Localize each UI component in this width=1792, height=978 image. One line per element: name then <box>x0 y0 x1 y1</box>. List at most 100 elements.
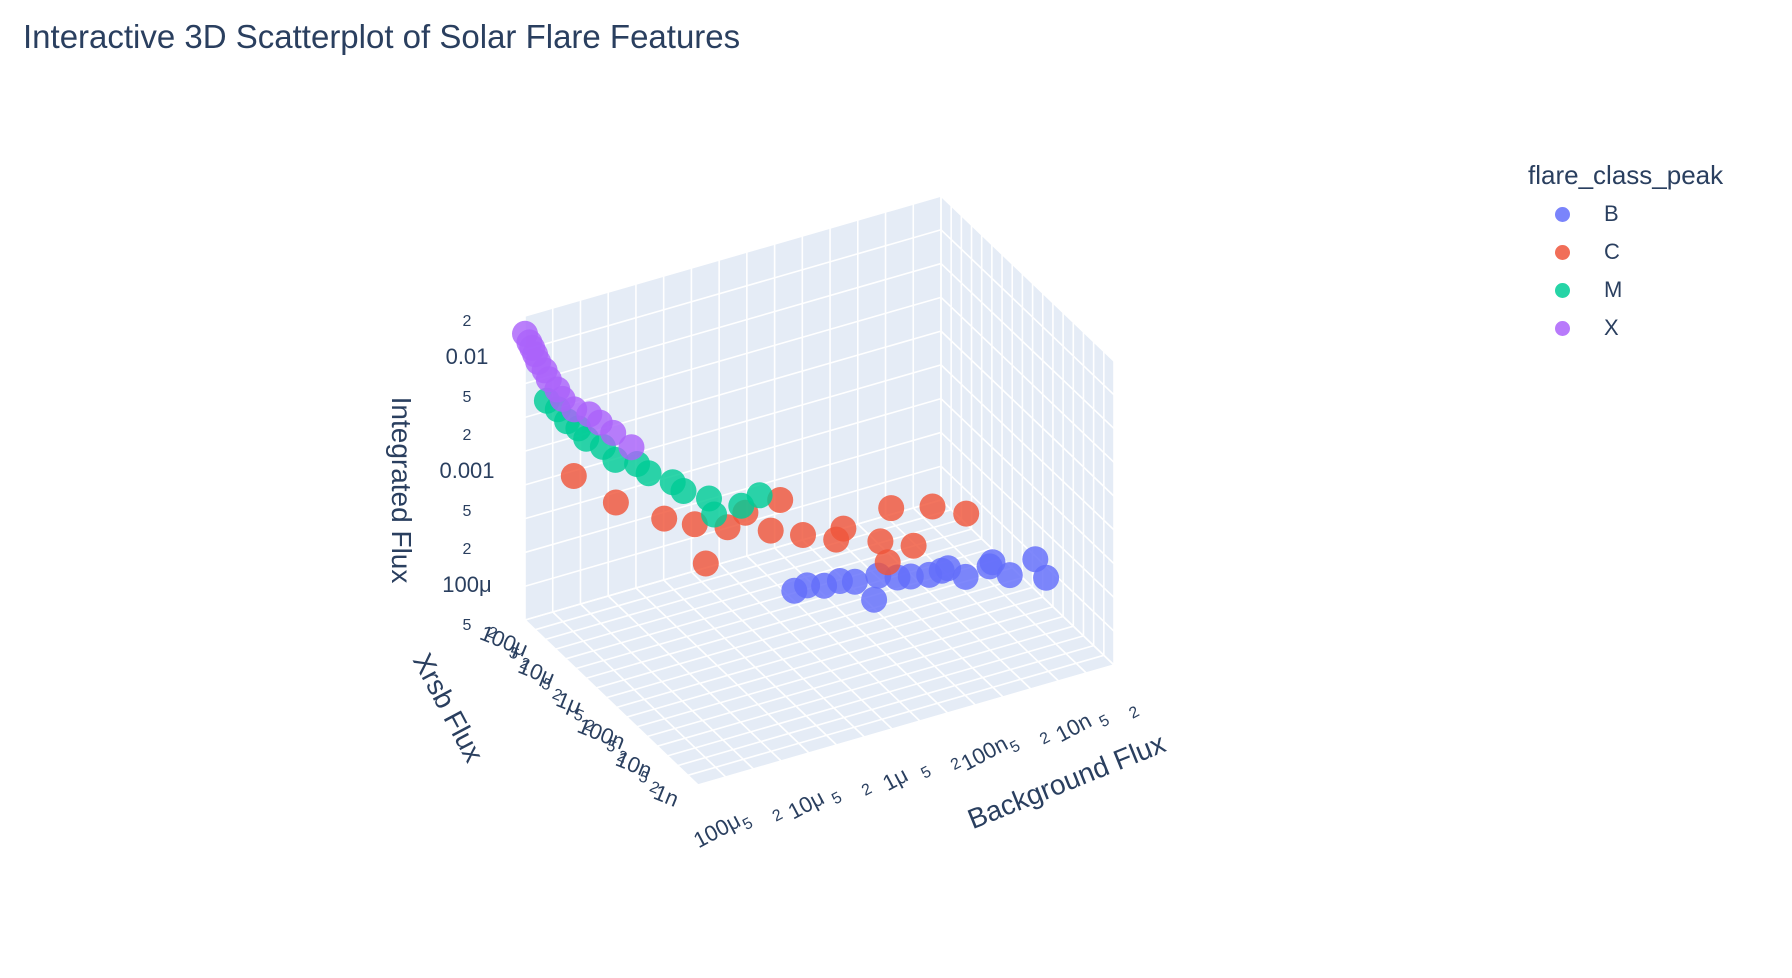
grid-line-z-side <box>940 296 1115 463</box>
legend-label: C <box>1604 239 1620 264</box>
legend-swatch <box>1555 320 1570 336</box>
grid-line-y-floor <box>697 664 1115 786</box>
grid-line-z-side <box>940 195 1115 362</box>
data-point-x <box>549 385 576 412</box>
data-point-b <box>897 563 924 590</box>
grid-line-z-back <box>524 229 942 351</box>
data-point-c <box>878 495 905 522</box>
grid-line-z-back <box>524 364 942 486</box>
legend-label: B <box>1604 201 1619 226</box>
data-points <box>512 320 1060 613</box>
data-point-m <box>659 469 686 496</box>
y-tick-label: 100μ <box>477 620 532 662</box>
z-axis-title: Integrated Flux <box>386 397 417 584</box>
data-point-c <box>867 528 894 555</box>
grid-line-y-floor <box>657 625 1074 747</box>
grid-line-z-side <box>940 229 1115 396</box>
grid-line-x-floor <box>635 587 810 754</box>
data-point-c <box>681 511 708 538</box>
data-point-x <box>519 334 546 361</box>
grid-line-x-floor <box>663 579 838 746</box>
x-tick-label: 1μ <box>878 762 912 796</box>
grid-line-z-side <box>940 431 1115 599</box>
grid-line-y-floor <box>565 538 982 660</box>
data-point-c <box>790 522 816 548</box>
y-tick-label: 100n <box>574 713 629 755</box>
z-tick-label: 5 <box>463 503 472 520</box>
grid-line-z-side <box>940 330 1115 497</box>
grid-line-y-floor <box>616 586 1033 709</box>
legend-item-b[interactable]: B <box>1528 195 1723 233</box>
grid-line-x-floor <box>579 603 755 770</box>
z-tick-label: 0.01 <box>446 344 489 369</box>
grid-line-y-floor <box>636 605 1054 728</box>
grid-line-z-back <box>524 499 942 621</box>
x-tick-label: 100μ <box>689 808 744 853</box>
grid-line-x-floor <box>552 611 727 778</box>
axis-panes <box>525 196 1114 785</box>
legend-swatch <box>1555 282 1570 298</box>
x-tick-label: 100n <box>957 731 1012 776</box>
chart-title: Interactive 3D Scatterplot of Solar Flar… <box>23 18 741 55</box>
grid-line-x-floor <box>690 571 865 738</box>
grid-line-x-floor <box>607 595 782 762</box>
data-point-b <box>861 586 888 613</box>
grid-line-x-floor <box>746 555 921 722</box>
data-point-c <box>830 515 857 542</box>
grid-line-y-floor <box>646 615 1064 738</box>
x-tick-label: 5 <box>1097 712 1113 731</box>
data-point-c <box>953 500 980 527</box>
data-point-b <box>935 555 962 582</box>
grid-line-z-side <box>940 364 1115 531</box>
side-pane <box>941 196 1114 665</box>
data-point-b <box>826 568 853 594</box>
grid-line-z-back <box>524 431 942 554</box>
data-point-c <box>919 493 946 520</box>
x-tick-label: 2 <box>859 780 875 799</box>
grid-line-z-back <box>524 195 942 317</box>
grid-line-z-side <box>940 398 1115 565</box>
grid-line-x-floor <box>912 507 1087 674</box>
z-tick-label: 5 <box>463 389 472 406</box>
grid-line-y-floor <box>596 567 1013 689</box>
grid-line-z-back <box>524 262 942 385</box>
legend-label: M <box>1604 277 1623 302</box>
z-tick-label: 2 <box>463 541 472 558</box>
z-tick-label: 2 <box>463 313 472 330</box>
grid-line-y-floor <box>677 644 1094 767</box>
grid-line-z-side <box>940 262 1115 430</box>
data-point-m <box>746 482 773 509</box>
legend-item-m[interactable]: M <box>1528 271 1723 309</box>
legend-item-x[interactable]: X <box>1528 309 1723 347</box>
data-point-m <box>701 501 728 528</box>
back-pane <box>525 196 941 620</box>
legend-item-c[interactable]: C <box>1528 233 1723 271</box>
y-axis-title: Xrsb Flux <box>407 648 490 767</box>
legend-title: flare_class_peak <box>1528 160 1724 190</box>
data-point-b <box>794 572 821 599</box>
legend-swatch <box>1555 244 1570 260</box>
grid-line-x-floor <box>524 619 699 786</box>
grid-line-x-floor <box>718 563 893 730</box>
data-point-x <box>618 434 645 461</box>
data-point-c <box>874 549 901 576</box>
z-tick-label: 100μ <box>442 572 491 597</box>
grid-line-y-floor <box>667 635 1084 757</box>
grid-line-z-back <box>524 397 942 520</box>
data-point-c <box>602 489 629 516</box>
legend-label: X <box>1604 315 1619 340</box>
grid-line-x-floor <box>801 539 976 706</box>
data-point-c <box>767 487 794 513</box>
z-tick-label: 2 <box>463 427 472 444</box>
data-point-c <box>757 517 784 544</box>
data-point-c <box>651 505 678 532</box>
grid-line-y-floor <box>626 596 1043 718</box>
data-point-x <box>576 401 603 428</box>
grid-line-x-floor <box>829 531 1004 698</box>
x-tick-label: 5 <box>1007 738 1023 757</box>
z-tick-label: 5 <box>463 617 472 634</box>
x-tick-label: 5 <box>829 789 845 808</box>
grid-line-y-floor <box>606 576 1023 699</box>
